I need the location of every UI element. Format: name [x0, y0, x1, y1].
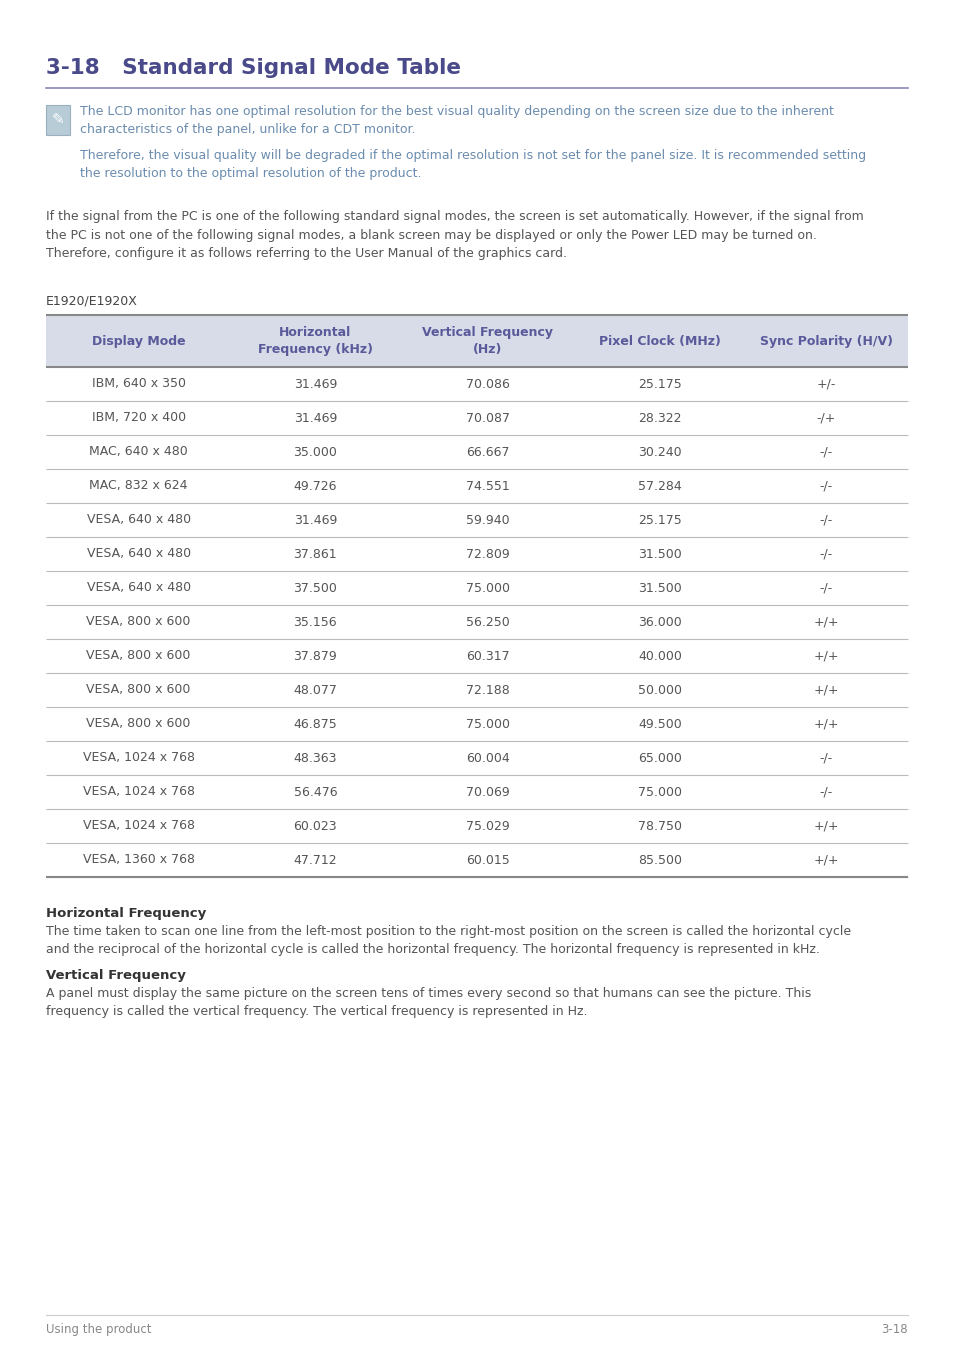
Text: VESA, 1024 x 768: VESA, 1024 x 768 [83, 786, 194, 798]
Text: Therefore, the visual quality will be degraded if the optimal resolution is not : Therefore, the visual quality will be de… [80, 148, 865, 180]
Text: 70.086: 70.086 [465, 378, 509, 390]
Text: 25.175: 25.175 [638, 378, 681, 390]
Text: VESA, 1024 x 768: VESA, 1024 x 768 [83, 752, 194, 764]
Text: Vertical Frequency
(Hz): Vertical Frequency (Hz) [422, 325, 553, 356]
Text: VESA, 800 x 600: VESA, 800 x 600 [87, 683, 191, 697]
Text: 70.069: 70.069 [465, 786, 509, 798]
Text: 60.317: 60.317 [465, 649, 509, 663]
Text: Sync Polarity (H/V): Sync Polarity (H/V) [759, 335, 892, 347]
Text: 31.500: 31.500 [638, 582, 681, 594]
Text: 47.712: 47.712 [294, 853, 336, 867]
Text: -/-: -/- [819, 479, 832, 493]
Text: VESA, 800 x 600: VESA, 800 x 600 [87, 649, 191, 663]
Text: Display Mode: Display Mode [91, 335, 185, 347]
Text: VESA, 640 x 480: VESA, 640 x 480 [87, 513, 191, 526]
Text: 3-18   Standard Signal Mode Table: 3-18 Standard Signal Mode Table [46, 58, 460, 78]
Text: 66.667: 66.667 [465, 446, 509, 459]
Text: +/+: +/+ [813, 717, 838, 730]
Text: 40.000: 40.000 [638, 649, 681, 663]
Text: +/+: +/+ [813, 649, 838, 663]
Text: 49.726: 49.726 [294, 479, 336, 493]
Text: MAC, 640 x 480: MAC, 640 x 480 [90, 446, 188, 459]
Bar [46, 315, 907, 367]
Text: 35.000: 35.000 [294, 446, 337, 459]
Text: The time taken to scan one line from the left-most position to the right-most po: The time taken to scan one line from the… [46, 925, 850, 957]
Text: MAC, 832 x 624: MAC, 832 x 624 [90, 479, 188, 493]
Text: 36.000: 36.000 [638, 616, 681, 629]
Text: VESA, 640 x 480: VESA, 640 x 480 [87, 582, 191, 594]
Text: IBM, 640 x 350: IBM, 640 x 350 [91, 378, 186, 390]
Text: 75.000: 75.000 [465, 717, 509, 730]
Text: +/-: +/- [816, 378, 835, 390]
Text: 37.861: 37.861 [294, 548, 336, 560]
Text: Pixel Clock (MHz): Pixel Clock (MHz) [598, 335, 720, 347]
Text: +/+: +/+ [813, 819, 838, 833]
Text: A panel must display the same picture on the screen tens of times every second s: A panel must display the same picture on… [46, 987, 810, 1018]
Text: 57.284: 57.284 [638, 479, 681, 493]
Text: 65.000: 65.000 [638, 752, 681, 764]
Text: 48.363: 48.363 [294, 752, 336, 764]
Text: VESA, 640 x 480: VESA, 640 x 480 [87, 548, 191, 560]
Text: 50.000: 50.000 [638, 683, 681, 697]
Text: 56.476: 56.476 [294, 786, 336, 798]
Text: 75.000: 75.000 [638, 786, 681, 798]
Text: ✎: ✎ [51, 112, 64, 127]
Text: -/-: -/- [819, 548, 832, 560]
Text: +/+: +/+ [813, 853, 838, 867]
Text: 78.750: 78.750 [638, 819, 681, 833]
Text: If the signal from the PC is one of the following standard signal modes, the scr: If the signal from the PC is one of the … [46, 211, 862, 261]
Text: 46.875: 46.875 [294, 717, 337, 730]
Text: 31.469: 31.469 [294, 513, 336, 526]
Text: 60.023: 60.023 [294, 819, 336, 833]
Text: -/-: -/- [819, 786, 832, 798]
Text: 72.188: 72.188 [465, 683, 509, 697]
Text: 31.469: 31.469 [294, 412, 336, 424]
Text: VESA, 800 x 600: VESA, 800 x 600 [87, 717, 191, 730]
Text: The LCD monitor has one optimal resolution for the best visual quality depending: The LCD monitor has one optimal resoluti… [80, 105, 833, 136]
Text: 60.004: 60.004 [465, 752, 509, 764]
Text: IBM, 720 x 400: IBM, 720 x 400 [91, 412, 186, 424]
Text: 70.087: 70.087 [465, 412, 509, 424]
Text: 28.322: 28.322 [638, 412, 681, 424]
Text: VESA, 1360 x 768: VESA, 1360 x 768 [83, 853, 194, 867]
Text: -/-: -/- [819, 446, 832, 459]
Text: 37.879: 37.879 [294, 649, 337, 663]
Text: Vertical Frequency: Vertical Frequency [46, 969, 186, 981]
Text: 72.809: 72.809 [465, 548, 509, 560]
Text: VESA, 800 x 600: VESA, 800 x 600 [87, 616, 191, 629]
Bar [46, 105, 70, 135]
Text: 74.551: 74.551 [465, 479, 509, 493]
Text: -/-: -/- [819, 513, 832, 526]
Text: 56.250: 56.250 [465, 616, 509, 629]
Text: Horizontal
Frequency (kHz): Horizontal Frequency (kHz) [257, 325, 373, 356]
Text: 35.156: 35.156 [294, 616, 336, 629]
Text: 31.500: 31.500 [638, 548, 681, 560]
Text: 60.015: 60.015 [465, 853, 509, 867]
Text: 85.500: 85.500 [638, 853, 681, 867]
Text: 30.240: 30.240 [638, 446, 681, 459]
Text: -/-: -/- [819, 752, 832, 764]
Text: -/-: -/- [819, 582, 832, 594]
Text: Using the product: Using the product [46, 1323, 152, 1336]
Text: 3-18: 3-18 [881, 1323, 907, 1336]
Text: 31.469: 31.469 [294, 378, 336, 390]
Text: 37.500: 37.500 [294, 582, 337, 594]
Text: E1920/E1920X: E1920/E1920X [46, 296, 138, 308]
Text: Horizontal Frequency: Horizontal Frequency [46, 907, 206, 919]
Text: +/+: +/+ [813, 616, 838, 629]
Text: +/+: +/+ [813, 683, 838, 697]
Text: -/+: -/+ [816, 412, 835, 424]
Text: 75.029: 75.029 [465, 819, 509, 833]
Text: 48.077: 48.077 [294, 683, 337, 697]
Text: 25.175: 25.175 [638, 513, 681, 526]
Text: 75.000: 75.000 [465, 582, 509, 594]
Text: 49.500: 49.500 [638, 717, 681, 730]
Text: VESA, 1024 x 768: VESA, 1024 x 768 [83, 819, 194, 833]
Text: 59.940: 59.940 [465, 513, 509, 526]
